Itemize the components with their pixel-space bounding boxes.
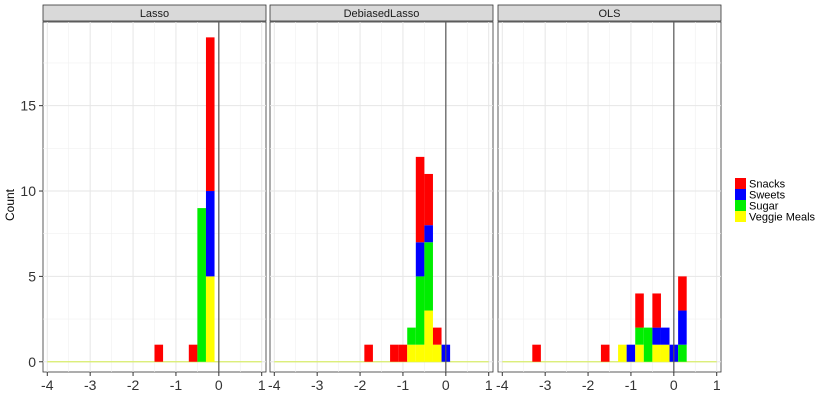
bar-sweets xyxy=(660,327,670,345)
bar-snacks xyxy=(390,344,399,362)
legend-swatch xyxy=(735,211,746,222)
bar-sweets xyxy=(626,344,636,362)
bar-snacks xyxy=(188,344,198,362)
bar-veggie-meals xyxy=(424,310,433,362)
bar-snacks xyxy=(600,344,610,362)
bar-sweets xyxy=(415,242,425,277)
bar-snacks xyxy=(635,293,644,328)
legend-swatch xyxy=(735,189,746,200)
x-tick-label: 0 xyxy=(215,377,223,393)
bar-sweets xyxy=(652,327,661,345)
bar-veggie-meals xyxy=(205,276,215,362)
x-tick-label: -3 xyxy=(311,377,324,393)
facet-title: OLS xyxy=(598,8,620,20)
bar-sugar xyxy=(197,208,206,362)
legend-item: Sugar xyxy=(735,200,779,213)
facet-panel-lasso: Lasso -4 -3 -2 -1 0 1 xyxy=(41,4,267,393)
facet-title: DebiasedLasso xyxy=(344,8,420,20)
legend-label: Snacks xyxy=(749,179,786,191)
x-tick-label: -4 xyxy=(496,377,509,393)
legend-item: Veggie Meals xyxy=(735,211,815,224)
x-tick-label: -2 xyxy=(354,377,367,393)
x-tick-label: -3 xyxy=(84,377,97,393)
bar-sweets xyxy=(678,310,687,345)
facet-title: Lasso xyxy=(140,8,169,20)
bar-sugar xyxy=(643,327,653,362)
y-tick-label: 0 xyxy=(28,354,36,370)
x-tick-label: 0 xyxy=(442,377,450,393)
bar-snacks xyxy=(678,276,687,311)
x-tick-label: -1 xyxy=(625,377,638,393)
bar-snacks xyxy=(652,293,661,328)
bar-snacks xyxy=(364,344,373,362)
y-tick-label: 10 xyxy=(20,183,36,199)
legend-label: Veggie Meals xyxy=(749,212,815,224)
bar-sweets xyxy=(424,225,433,243)
bar-veggie-meals xyxy=(652,344,661,362)
facet-strip xyxy=(269,4,494,22)
x-tick-label: -3 xyxy=(539,377,552,393)
y-tick-label: 15 xyxy=(20,98,36,114)
legend-item: Sweets xyxy=(735,189,786,202)
y-axis: Count 0 5 10 15 xyxy=(3,98,43,370)
bar-sugar xyxy=(635,327,644,345)
bar-snacks xyxy=(398,344,408,362)
x-tick-label: 0 xyxy=(670,377,678,393)
x-tick-label: -1 xyxy=(170,377,183,393)
x-tick-label: 1 xyxy=(258,377,266,393)
bar-snacks xyxy=(415,156,425,243)
bar-sugar xyxy=(415,276,425,345)
y-tick-label: 5 xyxy=(28,268,36,284)
facet-strip xyxy=(42,4,267,22)
x-tick-label: -2 xyxy=(127,377,140,393)
y-axis-title: Count xyxy=(3,188,17,221)
bar-snacks xyxy=(532,344,541,362)
bar-veggie-meals xyxy=(432,344,442,362)
bar-snacks xyxy=(424,173,433,226)
x-tick-label: -4 xyxy=(41,377,54,393)
bar-veggie-meals xyxy=(618,344,627,362)
bar-snacks xyxy=(205,37,215,192)
bar-snacks xyxy=(154,344,164,362)
x-tick-label: -2 xyxy=(582,377,595,393)
facet-panel-ols: OLS -4 -3 -2 -1 0 1 xyxy=(496,4,722,393)
legend-label: Sugar xyxy=(749,201,779,213)
bar-sweets xyxy=(205,191,215,277)
bar-veggie-meals xyxy=(660,344,670,362)
bar-sugar xyxy=(424,242,433,311)
bar-veggie-meals xyxy=(407,344,416,362)
legend-label: Sweets xyxy=(749,190,786,202)
facet-strip xyxy=(497,4,722,22)
bar-veggie-meals xyxy=(635,344,644,362)
facet-panel-debiasedlasso: DebiasedLasso -4 -3 -2 -1 0 1 xyxy=(268,4,494,393)
bar-snacks xyxy=(432,327,442,345)
bar-sugar xyxy=(407,327,416,345)
bar-sugar xyxy=(678,344,687,362)
bar-veggie-meals xyxy=(415,344,425,362)
legend-swatch xyxy=(735,178,746,189)
x-tick-label: 1 xyxy=(485,377,493,393)
legend-swatch xyxy=(735,200,746,211)
x-tick-label: -4 xyxy=(268,377,281,393)
x-tick-label: -1 xyxy=(397,377,410,393)
legend-item: Snacks xyxy=(735,178,786,191)
x-tick-label: 1 xyxy=(713,377,721,393)
